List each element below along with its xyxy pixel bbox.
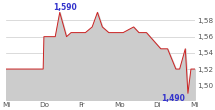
Text: 1,590: 1,590 <box>53 3 77 12</box>
Text: 1,490: 1,490 <box>161 94 185 103</box>
